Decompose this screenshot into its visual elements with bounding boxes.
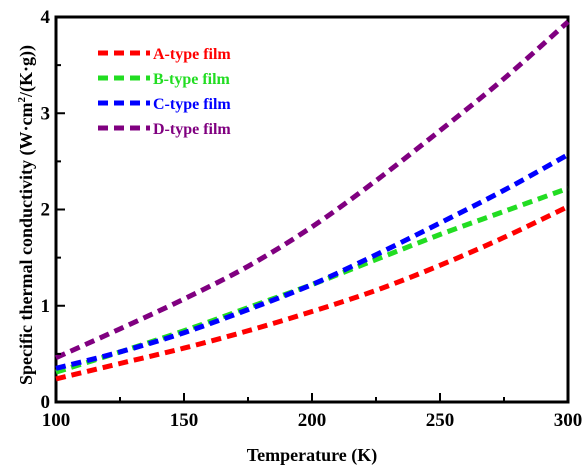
series-line-a-type-film xyxy=(55,204,570,382)
legend: A-type film B-type film C-type film D-type … xyxy=(98,46,231,138)
x-tick-label: 100 xyxy=(42,410,71,431)
legend-label: D-type film xyxy=(153,121,231,138)
x-axis-title: Temperature (K) xyxy=(247,445,377,466)
y-tick-label: 0 xyxy=(41,392,51,413)
y-tick-label: 3 xyxy=(41,103,51,124)
x-tick-label: 200 xyxy=(298,410,327,431)
series-line-b-type-film xyxy=(55,185,569,375)
legend-label: A-type film xyxy=(153,46,231,63)
y-axis-title-end: /(K·g)) xyxy=(16,45,37,98)
x-tick-label: 250 xyxy=(426,410,455,431)
legend-label: C-type film xyxy=(153,96,231,113)
x-tick-label: 150 xyxy=(170,410,199,431)
y-tick-label: 4 xyxy=(41,7,51,28)
y-axis-title-sup: 2 xyxy=(16,97,28,103)
x-tick-label: 300 xyxy=(554,410,583,431)
y-tick-label: 1 xyxy=(41,296,51,317)
y-axis-title-main: Specific thermal conductivity (W·cm xyxy=(16,103,37,385)
y-tick-label: 2 xyxy=(41,200,51,221)
series-line-c-type-film xyxy=(55,152,570,371)
y-axis-title: Specific thermal conductivity (W·cm2/(K·… xyxy=(16,45,37,385)
legend-label: B-type film xyxy=(153,71,231,88)
plot-area-frame xyxy=(54,15,570,404)
series-line-d-type-film xyxy=(54,19,570,361)
